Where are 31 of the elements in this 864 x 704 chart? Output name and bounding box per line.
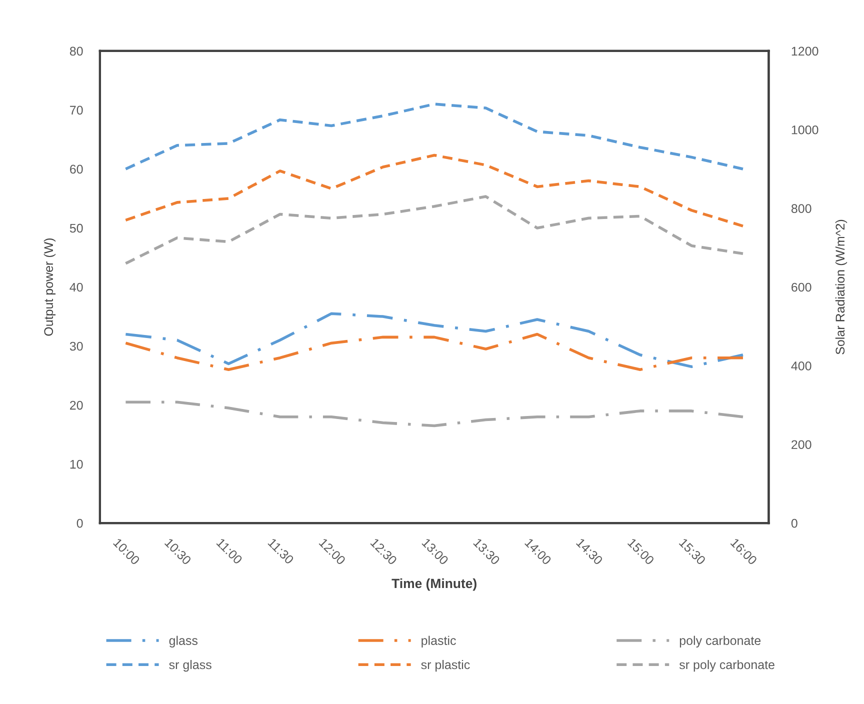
y2-tick-label: 1200 [792, 46, 818, 56]
y-tick-label: 70 [70, 106, 83, 115]
legend-label: glass [169, 636, 198, 648]
line-series [124, 312, 744, 368]
y-tick-label: 40 [70, 282, 83, 292]
y2-tick-label: 400 [791, 362, 812, 370]
x-axis-title: Time (Minute) [392, 578, 476, 591]
y-tick-label: 30 [70, 342, 83, 351]
line-series [124, 154, 744, 228]
y-tick-label: 10 [70, 460, 83, 469]
legend-label: sr plastic [421, 660, 470, 672]
y-tick-label: 50 [70, 224, 83, 233]
legend-label: sr poly carbonate [679, 660, 774, 672]
line-series [124, 332, 744, 372]
y2-tick-label: 800 [791, 204, 812, 213]
y2-tick-label: 0 [791, 518, 798, 528]
line-series [124, 102, 744, 170]
y-tick-label: 80 [70, 46, 83, 56]
y-tick-label: 60 [70, 164, 83, 174]
line-series [124, 195, 744, 265]
y-axis-title: Output power (W) [44, 238, 56, 336]
y2-tick-label: 1000 [792, 125, 818, 134]
legend-label: plastic [422, 636, 456, 648]
y2-tick-label: 600 [792, 282, 812, 292]
legend-label: poly carbonate [680, 636, 761, 648]
y2-tick-label: 200 [792, 440, 812, 450]
y-tick-label: 20 [70, 400, 83, 410]
legend-label: sr glass [169, 660, 212, 672]
y-tick-label: 0 [76, 518, 83, 528]
y2-axis-title: Solar Radiation (W/m^2) [835, 220, 848, 354]
line-series [124, 400, 744, 428]
